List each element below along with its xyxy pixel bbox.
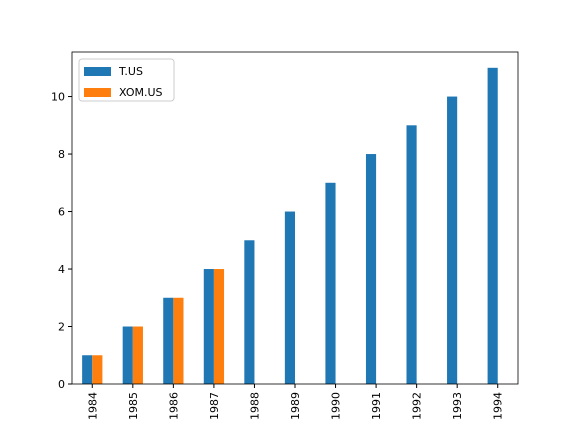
bar bbox=[244, 240, 255, 384]
legend-swatch bbox=[84, 67, 111, 76]
y-tick-label: 8 bbox=[58, 148, 65, 161]
x-tick-label: 1990 bbox=[330, 392, 343, 420]
y-tick-label: 4 bbox=[58, 263, 65, 276]
bar bbox=[163, 297, 174, 384]
x-tick-label: 1994 bbox=[492, 392, 505, 420]
legend-label: T.US bbox=[118, 65, 143, 78]
bar bbox=[447, 96, 458, 385]
bar bbox=[365, 154, 377, 384]
bar bbox=[173, 297, 184, 384]
bar bbox=[213, 269, 225, 384]
bar bbox=[487, 67, 498, 385]
bar bbox=[92, 355, 103, 384]
bar bbox=[325, 182, 336, 384]
bar bbox=[203, 269, 214, 384]
bar bbox=[122, 326, 133, 384]
x-tick-label: 1984 bbox=[86, 392, 99, 420]
legend-label: XOM.US bbox=[119, 86, 163, 99]
bar bbox=[284, 211, 295, 384]
x-tick-label: 1989 bbox=[289, 392, 302, 420]
x-tick-label: 1986 bbox=[167, 392, 180, 420]
bar bbox=[132, 326, 143, 384]
x-tick-label: 1987 bbox=[208, 392, 221, 420]
x-tick-label: 1985 bbox=[127, 392, 140, 420]
plot-frame bbox=[71, 51, 519, 385]
legend-swatch bbox=[84, 88, 111, 97]
x-tick-label: 1991 bbox=[370, 392, 383, 420]
y-tick-label: 10 bbox=[51, 91, 65, 104]
x-tick-label: 1993 bbox=[451, 392, 464, 420]
bar bbox=[406, 125, 417, 384]
bar bbox=[82, 355, 93, 384]
y-tick-label: 0 bbox=[58, 378, 65, 391]
x-tick-label: 1988 bbox=[248, 392, 261, 420]
y-tick-label: 6 bbox=[58, 206, 65, 219]
y-tick-label: 2 bbox=[58, 321, 65, 334]
x-tick-label: 1992 bbox=[411, 392, 424, 420]
